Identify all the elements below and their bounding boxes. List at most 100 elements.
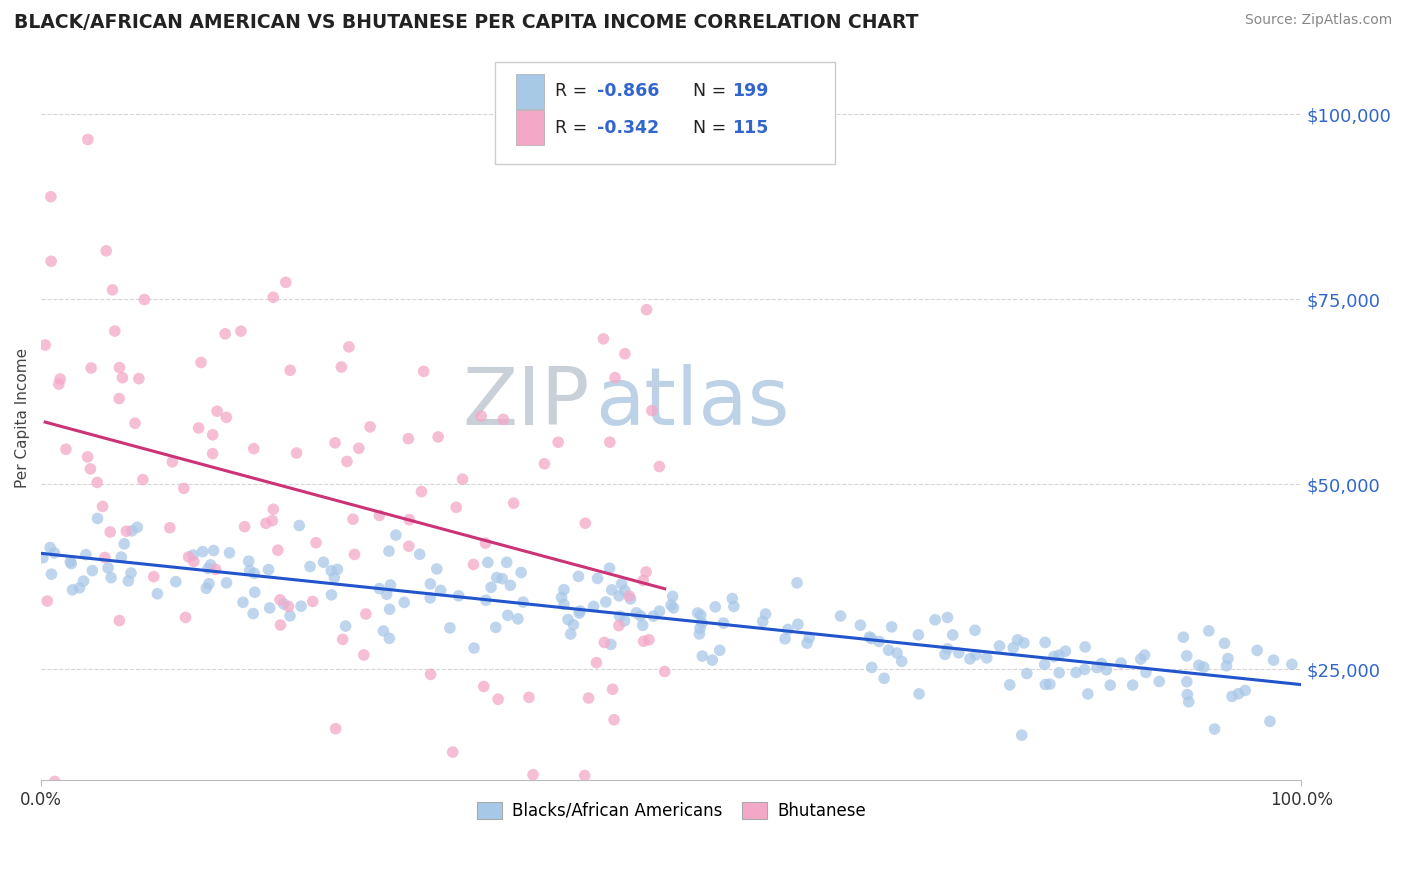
Point bbox=[963, 624, 986, 638]
Point bbox=[485, 620, 508, 634]
Point bbox=[1246, 643, 1268, 657]
Point bbox=[91, 500, 114, 514]
Point bbox=[86, 475, 108, 490]
Point bbox=[411, 484, 433, 499]
Point bbox=[1204, 722, 1226, 736]
Point bbox=[174, 610, 197, 624]
Point bbox=[373, 624, 395, 638]
Point bbox=[880, 620, 903, 634]
Point bbox=[948, 646, 970, 660]
Point bbox=[60, 557, 83, 571]
Point bbox=[1002, 640, 1025, 655]
Point bbox=[533, 457, 555, 471]
Point bbox=[285, 446, 308, 460]
Text: R =: R = bbox=[555, 82, 593, 101]
Point bbox=[1216, 651, 1239, 665]
Point bbox=[229, 324, 252, 338]
Point bbox=[451, 472, 474, 486]
Point bbox=[124, 416, 146, 430]
Point bbox=[262, 502, 284, 516]
Point bbox=[325, 722, 347, 736]
Point bbox=[117, 574, 139, 588]
Point bbox=[269, 618, 291, 632]
Point bbox=[1039, 677, 1062, 691]
Point bbox=[39, 190, 62, 204]
Point bbox=[463, 640, 485, 655]
Point bbox=[662, 601, 685, 615]
Point bbox=[517, 690, 540, 705]
Point bbox=[702, 653, 724, 667]
Point bbox=[988, 639, 1011, 653]
Point bbox=[343, 548, 366, 562]
Point bbox=[429, 583, 451, 598]
Point bbox=[600, 582, 623, 597]
Point bbox=[1047, 648, 1070, 663]
Point bbox=[890, 654, 912, 668]
Point bbox=[472, 680, 495, 694]
Point bbox=[1281, 657, 1303, 672]
Point bbox=[470, 409, 492, 423]
Point bbox=[626, 606, 648, 620]
Point bbox=[643, 609, 665, 624]
Point bbox=[39, 541, 62, 555]
Point bbox=[162, 455, 184, 469]
Point bbox=[860, 660, 883, 674]
Point bbox=[290, 599, 312, 614]
Point bbox=[191, 544, 214, 558]
Point bbox=[586, 571, 609, 585]
Point bbox=[441, 745, 464, 759]
Point bbox=[547, 435, 569, 450]
Point bbox=[312, 555, 335, 569]
Point bbox=[159, 521, 181, 535]
Point bbox=[173, 481, 195, 495]
Point bbox=[959, 652, 981, 666]
Point bbox=[419, 577, 441, 591]
Point bbox=[786, 617, 808, 632]
Text: Source: ZipAtlas.com: Source: ZipAtlas.com bbox=[1244, 13, 1392, 28]
Point bbox=[495, 555, 517, 569]
Point bbox=[692, 648, 714, 663]
Point bbox=[873, 671, 896, 685]
Point bbox=[603, 370, 626, 384]
Point bbox=[619, 591, 641, 606]
Point bbox=[427, 430, 450, 444]
Point bbox=[463, 558, 485, 572]
Point bbox=[378, 632, 401, 646]
Point bbox=[754, 607, 776, 621]
Point bbox=[659, 598, 682, 612]
Point bbox=[599, 435, 621, 450]
Point bbox=[479, 580, 502, 594]
Point bbox=[75, 548, 97, 562]
Text: 115: 115 bbox=[731, 119, 768, 136]
Point bbox=[510, 566, 533, 580]
Point bbox=[100, 571, 122, 585]
Point bbox=[607, 618, 630, 632]
Point bbox=[475, 593, 498, 607]
Point bbox=[496, 608, 519, 623]
Point bbox=[1129, 652, 1152, 666]
Point bbox=[936, 641, 959, 656]
Point bbox=[301, 594, 323, 608]
Point bbox=[187, 421, 209, 435]
Point bbox=[630, 608, 652, 623]
Point bbox=[326, 562, 349, 576]
Point bbox=[215, 575, 238, 590]
Point bbox=[568, 606, 591, 620]
Point bbox=[243, 566, 266, 581]
Point bbox=[723, 599, 745, 614]
Point bbox=[1012, 636, 1035, 650]
Point bbox=[257, 563, 280, 577]
Point bbox=[426, 562, 449, 576]
Point bbox=[408, 547, 430, 561]
Point bbox=[267, 543, 290, 558]
Point bbox=[721, 591, 744, 606]
Point bbox=[585, 656, 607, 670]
Point bbox=[342, 512, 364, 526]
Point bbox=[32, 550, 55, 565]
Point bbox=[485, 570, 508, 584]
Point bbox=[633, 574, 655, 588]
Point bbox=[1015, 666, 1038, 681]
Point bbox=[195, 581, 218, 595]
Point bbox=[689, 608, 711, 623]
Point bbox=[198, 576, 221, 591]
